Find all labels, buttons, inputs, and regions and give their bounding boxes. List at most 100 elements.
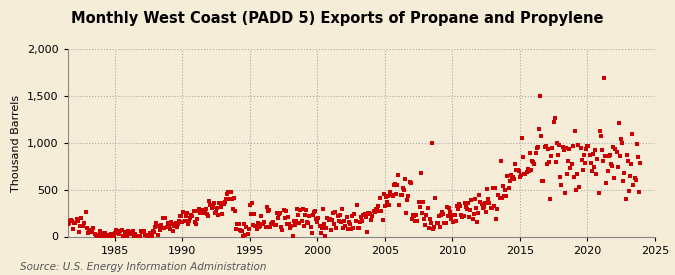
- Point: [135, 229, 146, 233]
- Point: [557, 145, 568, 149]
- Point: [169, 224, 180, 228]
- Point: [199, 209, 210, 214]
- Point: [452, 207, 463, 211]
- Point: [172, 222, 183, 226]
- Point: [448, 220, 459, 224]
- Point: [389, 182, 400, 186]
- Point: [479, 201, 490, 205]
- Point: [415, 171, 426, 175]
- Point: [408, 213, 418, 217]
- Point: [111, 228, 122, 232]
- Point: [562, 172, 572, 176]
- Point: [182, 222, 193, 227]
- Point: [307, 213, 318, 217]
- Point: [268, 220, 279, 224]
- Point: [618, 178, 628, 183]
- Point: [273, 216, 284, 220]
- Point: [565, 166, 576, 170]
- Point: [634, 160, 645, 165]
- Point: [300, 208, 311, 212]
- Point: [107, 232, 118, 236]
- Point: [322, 216, 333, 220]
- Point: [55, 223, 66, 227]
- Point: [82, 230, 93, 235]
- Point: [402, 198, 412, 202]
- Point: [242, 232, 253, 236]
- Point: [207, 205, 218, 209]
- Point: [446, 217, 456, 221]
- Point: [331, 226, 342, 230]
- Point: [297, 207, 308, 211]
- Point: [101, 234, 111, 238]
- Point: [284, 222, 294, 226]
- Point: [248, 222, 259, 227]
- Point: [521, 170, 532, 174]
- Point: [351, 202, 362, 207]
- Point: [630, 178, 641, 182]
- Point: [545, 197, 556, 201]
- Point: [587, 152, 598, 156]
- Point: [376, 209, 387, 213]
- Point: [131, 234, 142, 238]
- Point: [412, 219, 423, 223]
- Point: [378, 192, 389, 196]
- Point: [123, 229, 134, 233]
- Point: [560, 145, 571, 150]
- Point: [142, 234, 153, 238]
- Point: [67, 218, 78, 223]
- Point: [547, 146, 558, 150]
- Point: [432, 221, 443, 226]
- Point: [563, 159, 574, 163]
- Point: [629, 176, 640, 180]
- Point: [95, 229, 105, 234]
- Point: [392, 183, 402, 187]
- Point: [414, 205, 425, 210]
- Point: [494, 196, 505, 200]
- Point: [590, 147, 601, 152]
- Point: [385, 190, 396, 195]
- Point: [449, 213, 460, 218]
- Point: [367, 214, 378, 219]
- Point: [514, 175, 525, 179]
- Point: [455, 204, 466, 208]
- Point: [213, 213, 223, 217]
- Point: [278, 208, 289, 212]
- Point: [535, 94, 545, 98]
- Point: [364, 211, 375, 215]
- Point: [108, 234, 119, 238]
- Point: [92, 234, 103, 238]
- Point: [381, 195, 392, 199]
- Point: [163, 223, 174, 227]
- Point: [486, 205, 497, 210]
- Point: [475, 200, 486, 204]
- Point: [116, 228, 127, 232]
- Point: [216, 212, 227, 216]
- Point: [572, 172, 583, 176]
- Point: [182, 211, 192, 216]
- Point: [599, 75, 610, 80]
- Point: [104, 234, 115, 238]
- Point: [86, 228, 97, 232]
- Point: [103, 234, 113, 238]
- Point: [593, 191, 604, 196]
- Point: [441, 205, 452, 209]
- Point: [371, 207, 382, 211]
- Point: [261, 204, 272, 209]
- Point: [589, 164, 599, 169]
- Point: [371, 207, 381, 211]
- Point: [260, 224, 271, 229]
- Point: [138, 229, 149, 233]
- Point: [538, 179, 549, 184]
- Point: [466, 198, 477, 202]
- Point: [631, 141, 642, 146]
- Point: [150, 225, 161, 229]
- Point: [227, 206, 238, 211]
- Point: [84, 229, 95, 233]
- Point: [115, 229, 126, 233]
- Point: [570, 129, 580, 133]
- Point: [513, 169, 524, 173]
- Point: [413, 200, 424, 204]
- Point: [324, 217, 335, 221]
- Point: [122, 233, 132, 238]
- Point: [143, 233, 154, 238]
